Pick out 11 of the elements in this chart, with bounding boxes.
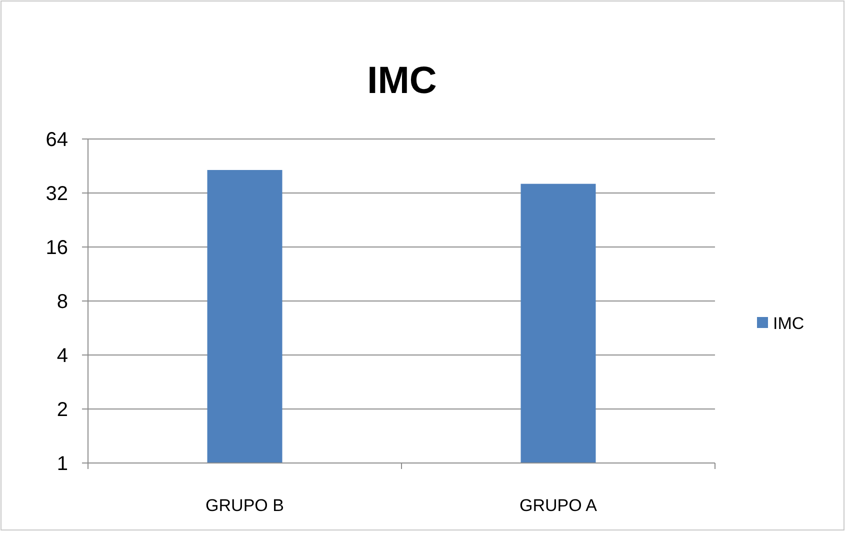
y-tick-label: 1 [56,453,68,475]
y-tick-label: 8 [56,291,68,313]
y-tick-label: 4 [56,345,68,367]
y-tick-label: 64 [46,129,68,151]
y-tick-label: 2 [56,399,68,421]
legend-label: IMC [773,314,804,333]
x-tick-label: GRUPO B [206,496,284,515]
y-tick-label: 32 [46,183,68,205]
x-tick-label: GRUPO A [520,496,598,515]
y-tick-label: 16 [46,237,68,259]
chart-title: IMC [367,60,437,102]
